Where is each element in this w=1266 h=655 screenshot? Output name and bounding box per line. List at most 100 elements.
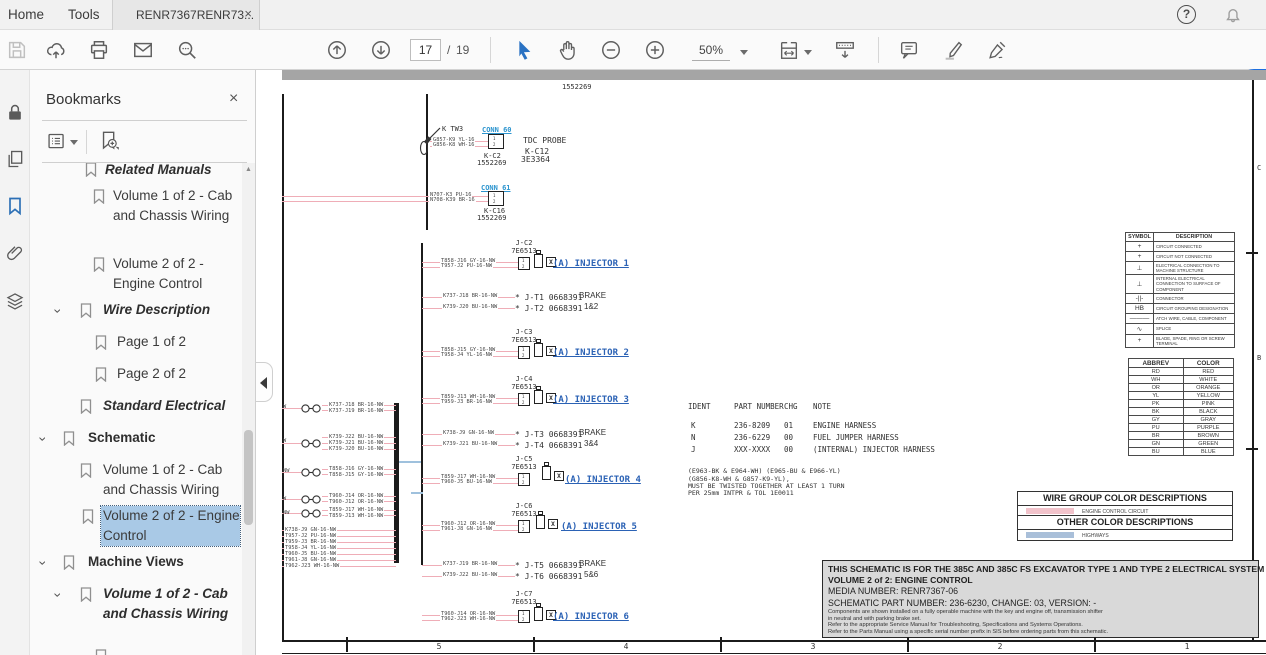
bookmark-options-icon[interactable] [46,131,67,152]
previous-page-icon[interactable] [326,39,348,61]
zoom-in-icon[interactable] [644,39,666,61]
scrollbar-thumb[interactable] [244,430,253,525]
next-page-icon[interactable] [370,39,392,61]
table-cell: GREEN [1182,439,1235,448]
injector-link[interactable]: (A) INJECTOR 2 [553,348,629,358]
injector-link[interactable]: (A) INJECTOR 1 [553,259,629,269]
connector-box: 1 2 [488,191,504,206]
bookmarks-panel-icon[interactable] [5,195,25,217]
search-icon[interactable] [176,39,198,61]
table-cell: BK [1128,407,1184,416]
page-separator: / [447,43,451,57]
wire-label: T858-J15 GY-16-NW [328,471,385,479]
wire-label: T961-J8 GN-16-NW [440,526,494,533]
edge-fragment: W [283,438,287,444]
chevron-down-icon[interactable]: › [50,592,67,598]
bookmark-item-machine-views-volume1[interactable]: › Volume 1 of 2 - Cab and Chassis Wiring [50,586,229,621]
grid-column-number: 5 [436,642,442,651]
conn-60-link[interactable]: CONN 60 [482,126,512,134]
bookmark-item-related-manuals[interactable]: Related Manuals [0,163,255,180]
color-abbrev-rows: RD RED WH WHITE OR ORANGE YL YELLOW PK PINK BK BLAC… [1128,367,1235,456]
probe-label: K TW3 [442,125,464,133]
table-cell: YELLOW [1182,391,1235,400]
sidebar-collapse-handle[interactable] [256,362,273,402]
table-row: PK PINK [1128,399,1235,408]
panel-toolbar-divider [86,130,87,154]
expand-current-bookmark-icon[interactable] [98,129,122,155]
toolbar: 17 / 19 50% [0,30,1266,103]
fill-sign-icon[interactable] [986,39,1008,61]
page-thumbnails-icon[interactable] [5,148,25,170]
zoom-out-icon[interactable] [600,39,622,61]
bookmark-item-page-2[interactable]: Page 2 of 2 [0,364,255,386]
email-icon[interactable] [132,39,154,61]
injector-link[interactable]: (A) INJECTOR 3 [553,395,629,405]
zoom-dropdown-caret[interactable] [740,50,748,55]
bookmarks-panel-close-icon[interactable]: × [229,90,239,107]
table-header: DESCRIPTION [1153,232,1235,242]
scrollbar-up-arrow[interactable]: ▲ [245,166,252,173]
wire-label: T959-J3 BR-16-NW [440,399,494,406]
bookmark-item-volume1-cab-chassis[interactable]: Volume 1 of 2 - Cab and Chassis Wiring [0,186,255,248]
attachments-icon[interactable] [5,242,25,264]
edge-fragment: NW [283,468,290,474]
injector-link[interactable]: (A) INJECTOR 4 [565,475,641,485]
chevron-down-icon[interactable]: › [50,308,67,314]
cloud-upload-icon[interactable] [45,39,67,61]
sidebar-scrollbar[interactable]: ▲ [242,163,255,655]
chevron-down-icon[interactable]: › [35,560,52,566]
wire-label: N708-K39 BR-16 [429,197,476,204]
help-icon[interactable]: ? [1177,5,1196,24]
select-tool-icon[interactable] [512,39,534,61]
print-icon[interactable] [88,39,110,61]
bookmark-item-schematic-volume1[interactable]: Volume 1 of 2 - Cab and Chassis Wiring [0,460,255,502]
plug-symbol [534,390,543,404]
zoom-level-value[interactable]: 50% [692,43,730,61]
home-menu[interactable]: Home [8,7,45,22]
bookmark-item-machine-views[interactable]: › Machine Views [35,554,184,570]
page-number-input[interactable]: 17 [410,39,441,61]
table-row: OR ORANGE [1128,383,1235,392]
bookmark-item-standard-electrical[interactable]: Standard Electrical [0,396,255,418]
bookmark-icon [80,399,92,414]
table-row: + CIRCUIT NOT CONNECTED [1125,251,1235,262]
lock-icon[interactable] [5,102,25,124]
layers-icon[interactable] [5,290,25,312]
plug-nub [544,462,549,466]
terminal-ref: * J-T5 0668391 [515,561,583,571]
comment-icon[interactable] [898,39,920,61]
bookmark-item-partial[interactable] [0,646,255,655]
table-cell: PURPLE [1182,423,1235,432]
plug-symbol [534,254,543,268]
save-icon[interactable] [6,39,28,61]
hand-tool-icon[interactable] [556,39,578,61]
injector-link[interactable]: (A) INJECTOR 5 [561,522,637,532]
chevron-down-icon[interactable]: › [35,436,52,442]
connector-part-number: 1552269 [477,159,507,167]
highlight-pen-icon[interactable] [942,39,964,61]
tools-menu[interactable]: Tools [68,7,100,22]
bookmark-item-volume2-engine-control[interactable]: Volume 2 of 2 - Engine Control [0,254,255,296]
bookmark-item-schematic[interactable]: › Schematic [35,430,156,446]
fit-dropdown-caret[interactable] [804,50,812,55]
wire-label: T859-J17 WH-16-NW [440,474,497,481]
conn-61-link[interactable]: CONN 61 [481,184,511,192]
fit-width-icon[interactable] [778,39,800,61]
bookmark-item-schematic-volume2-selected[interactable]: Volume 2 of 2 - Engine Control [0,505,255,548]
table-row: N 236-6229 00 FUEL JUMPER HARNESS [682,431,935,443]
pink-swatch [1026,508,1074,514]
page-display-icon[interactable] [834,39,856,61]
color-abbrev-table: ABBREV COLOR RD RED WH WHITE OR ORANGE YL YELLO… [1128,358,1235,456]
brake-label: BRAKE [579,559,607,568]
tab-close-icon[interactable]: × [244,6,252,21]
notifications-bell-icon[interactable] [1222,4,1244,26]
table-cell: RED [1182,367,1235,376]
bookmark-options-caret[interactable] [70,140,78,145]
swatch-label: ENGINE CONTROL CIRCUIT [1082,508,1149,515]
document-tab[interactable]: RENR7367RENR73... × [112,0,260,30]
bookmark-item-page-1[interactable]: Page 1 of 2 [0,332,255,354]
injector-link[interactable]: (A) INJECTOR 6 [553,612,629,622]
bookmark-item-wire-description[interactable]: › Wire Description [50,302,211,318]
table-cell: N [691,432,696,442]
table-cell: ORANGE [1182,383,1235,392]
